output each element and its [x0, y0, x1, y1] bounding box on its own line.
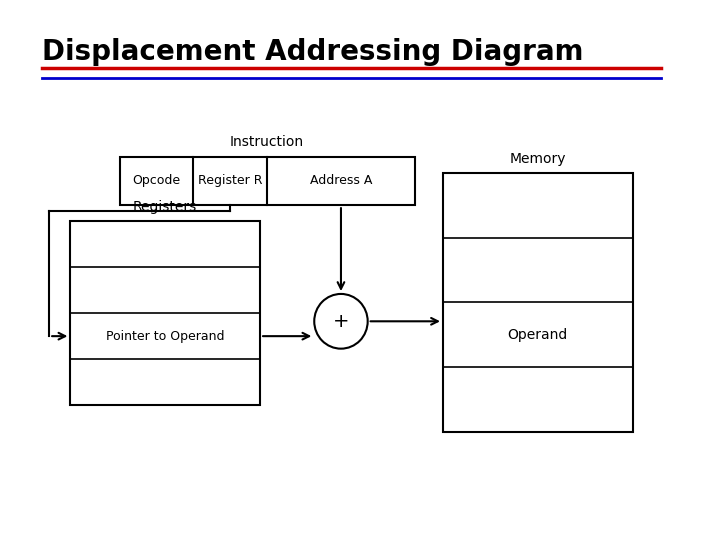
Text: Instruction: Instruction	[230, 134, 305, 149]
Text: Memory: Memory	[510, 152, 566, 166]
FancyBboxPatch shape	[120, 157, 415, 205]
Text: Operand: Operand	[508, 328, 568, 342]
FancyBboxPatch shape	[443, 173, 633, 432]
FancyBboxPatch shape	[71, 221, 260, 405]
Text: Registers: Registers	[133, 200, 197, 214]
Text: Pointer to Operand: Pointer to Operand	[106, 329, 225, 343]
Text: Displacement Addressing Diagram: Displacement Addressing Diagram	[42, 38, 584, 66]
Text: Register R: Register R	[198, 174, 263, 187]
Text: +: +	[333, 312, 349, 331]
Text: Address A: Address A	[310, 174, 372, 187]
Text: Opcode: Opcode	[132, 174, 181, 187]
